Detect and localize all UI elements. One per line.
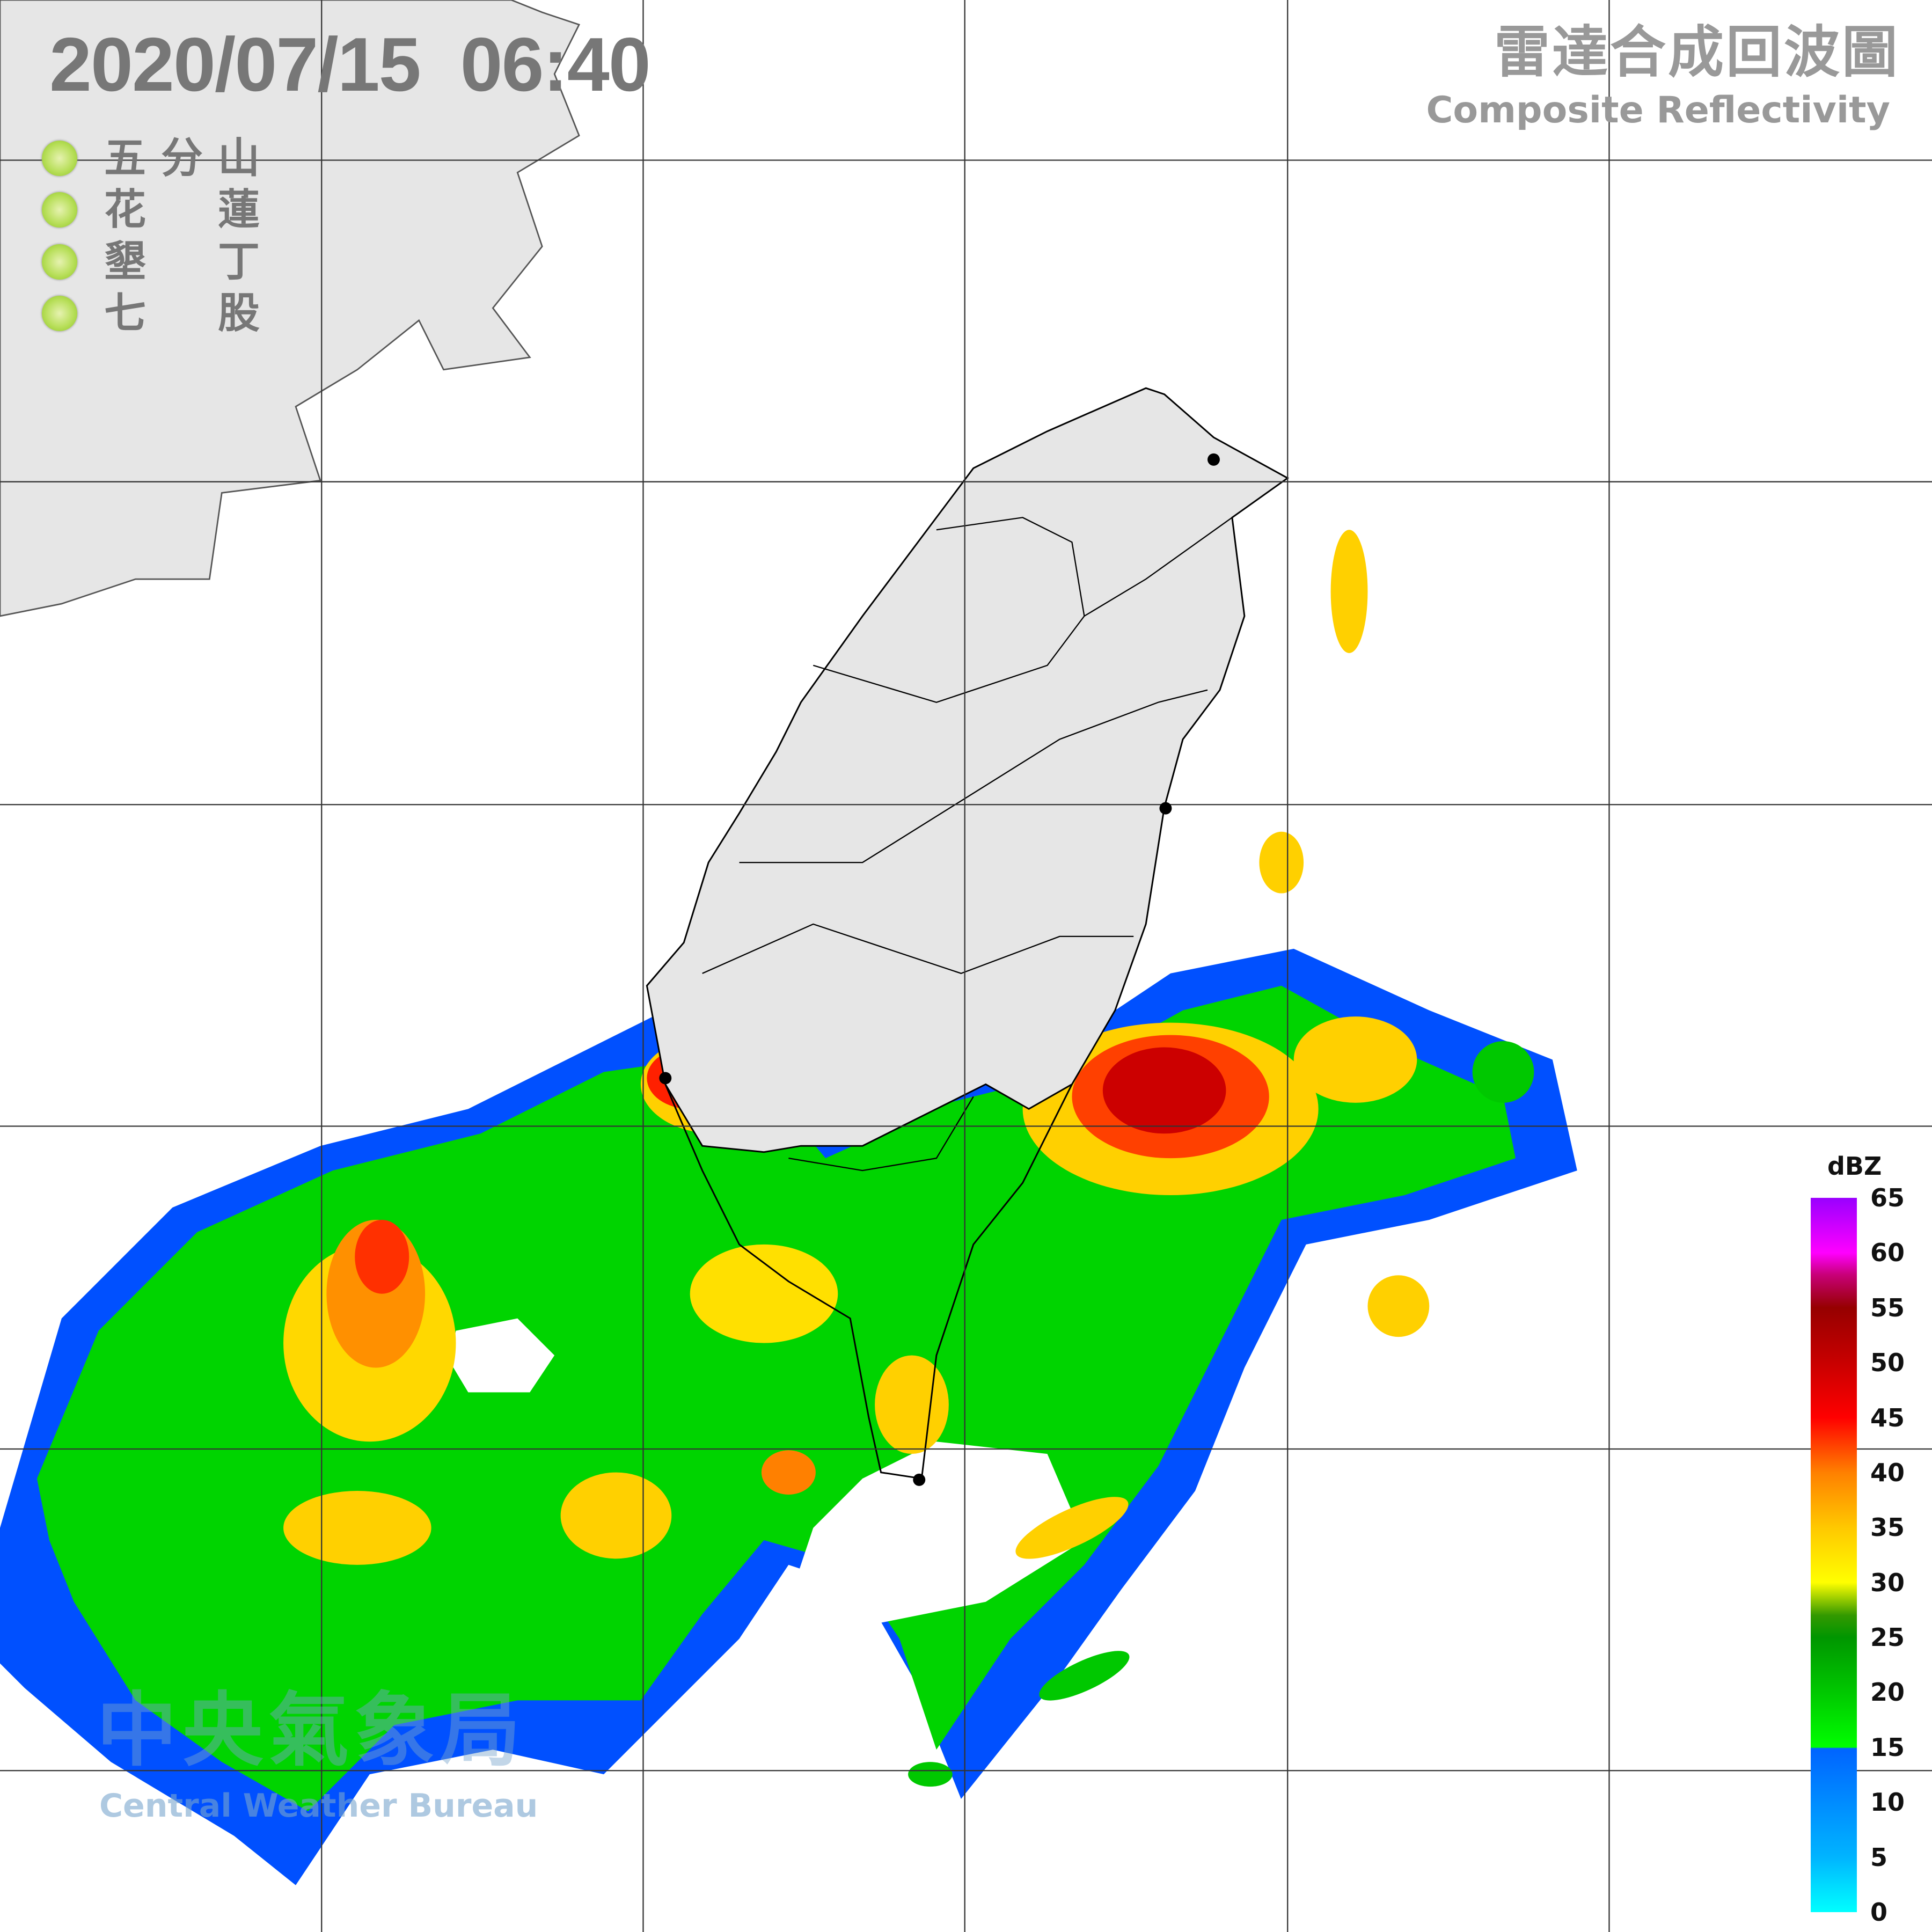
station-marker-hualien xyxy=(1159,802,1172,815)
watermark-en: Central Weather Bureau xyxy=(99,1787,538,1825)
radar-station-markers xyxy=(659,453,1220,1486)
station-marker-wufenshan xyxy=(1208,453,1220,466)
colorbar-tick-label: 20 xyxy=(1870,1678,1905,1707)
colorbar-tick-label: 25 xyxy=(1870,1623,1905,1652)
colorbar-tick-label: 15 xyxy=(1870,1732,1905,1762)
colorbar-tick-label: 65 xyxy=(1870,1183,1905,1212)
product-title-en: Composite Reflectivity xyxy=(1426,89,1890,131)
colorbar-tick-label: 60 xyxy=(1870,1238,1905,1268)
station-item: 五分山 xyxy=(42,134,267,182)
station-name: 七股 xyxy=(104,292,260,334)
station-status-icon xyxy=(42,141,77,176)
station-name-char: 山 xyxy=(217,134,260,182)
county-border xyxy=(813,616,1085,703)
station-marker-kenting xyxy=(913,1473,926,1486)
county-border xyxy=(739,689,1208,863)
station-item: 墾丁 xyxy=(42,238,267,286)
station-status-icon xyxy=(42,192,77,228)
colorbar-tick-label: 55 xyxy=(1870,1293,1905,1322)
product-title-zh: 雷達合成回波圖 xyxy=(1494,19,1900,85)
county-border xyxy=(936,517,1233,617)
colorbar-tick-label: 30 xyxy=(1870,1568,1905,1597)
colorbar-tick-label: 5 xyxy=(1870,1842,1888,1872)
station-name: 花蓮 xyxy=(104,189,260,231)
station-item: 花蓮 xyxy=(42,186,267,234)
station-name-char: 墾 xyxy=(104,238,147,286)
colorbar xyxy=(1811,1198,1857,1912)
station-name-char: 股 xyxy=(217,289,260,338)
observation-datetime: 2020/07/15 06:40 xyxy=(49,22,651,107)
colorbar-tick-label: 35 xyxy=(1870,1513,1905,1542)
station-status-icon xyxy=(42,296,77,331)
china-coast-land xyxy=(0,0,581,617)
echo-clear-hole xyxy=(450,1318,555,1393)
taiwan-land xyxy=(646,387,1290,1153)
station-name-char: 分 xyxy=(160,134,203,182)
county-border xyxy=(702,923,1134,974)
station-marker-qigu xyxy=(659,1072,672,1085)
station-name: 五分山 xyxy=(104,137,260,179)
colorbar-tick-label: 45 xyxy=(1870,1403,1905,1432)
colorbar-tick-label: 0 xyxy=(1870,1898,1888,1927)
taiwan-south-outline xyxy=(664,1084,1073,1480)
station-name-char: 七 xyxy=(104,289,147,338)
watermark-zh: 中央氣象局 xyxy=(97,1684,526,1777)
station-name-char: 丁 xyxy=(217,238,260,286)
colorbar-tick-label: 40 xyxy=(1870,1458,1905,1487)
colorbar-tick-label: 10 xyxy=(1870,1788,1905,1817)
county-border xyxy=(788,1096,974,1172)
station-name-char: 五 xyxy=(104,134,147,182)
colorbar-tick-label: 50 xyxy=(1870,1348,1905,1378)
station-name-char: 花 xyxy=(104,186,147,234)
station-status-icon xyxy=(42,244,77,280)
echo-clear-bay xyxy=(788,1441,1085,1627)
colorbar-unit: dBZ xyxy=(1827,1152,1882,1181)
station-name-char: 蓮 xyxy=(217,186,260,234)
radar-echoes xyxy=(0,530,1577,1885)
station-name: 墾丁 xyxy=(104,241,260,283)
station-item: 七股 xyxy=(42,289,267,338)
